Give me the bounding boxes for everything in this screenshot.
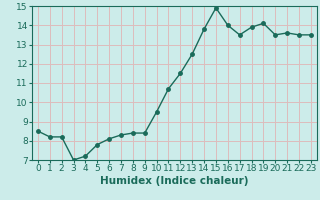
X-axis label: Humidex (Indice chaleur): Humidex (Indice chaleur) <box>100 176 249 186</box>
